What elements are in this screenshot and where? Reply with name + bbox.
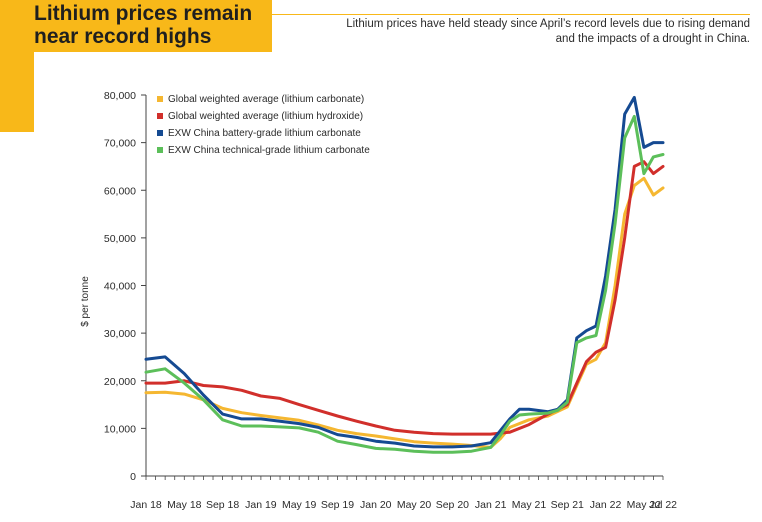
x-tick-label: May 21	[512, 499, 547, 511]
x-tick-label: Jan 22	[590, 499, 622, 511]
y-tick-label: 10,000	[104, 423, 136, 435]
y-tick-label: 80,000	[104, 90, 136, 102]
x-tick-label: Jan 20	[360, 499, 392, 511]
legend-label: EXW China battery-grade lithium carbonat…	[168, 128, 361, 139]
y-axis-label: $ per tonne	[80, 276, 91, 327]
chart-subtitle-line-2: and the impacts of a drought in China.	[555, 33, 750, 45]
chart-subtitle-line-1: Lithium prices have held steady since Ap…	[346, 18, 750, 30]
legend-swatch	[157, 130, 163, 136]
title-banner	[0, 0, 272, 52]
chart-title-line-2: near record highs	[34, 25, 212, 48]
x-tick-label: Jan 19	[245, 499, 277, 511]
legend-label: Global weighted average (lithium hydroxi…	[168, 111, 363, 122]
chart-subtitle: Lithium prices have held steady since Ap…	[300, 17, 750, 47]
legend-label: EXW China technical-grade lithium carbon…	[168, 145, 370, 156]
y-tick-label: 50,000	[104, 233, 136, 245]
y-tick-label: 70,000	[104, 138, 136, 150]
x-tick-label: Sep 20	[436, 499, 469, 511]
series-line-global-weighted-average-lithium-carbonate	[144, 176, 665, 449]
y-tick-label: 30,000	[104, 328, 136, 340]
x-tick-label: Sep 21	[551, 499, 584, 511]
x-tick-label: May 19	[282, 499, 317, 511]
y-tick-label: 20,000	[104, 376, 136, 388]
series-line-exw-china-technical-grade-lithium-carbonate	[144, 114, 665, 454]
y-axis: 0 10,000 20,000 30,000 40,000 50,000 60,000 70,…	[104, 90, 147, 483]
legend: Global weighted average (lithium carbona…	[157, 94, 370, 156]
x-tick-label: May 20	[397, 499, 432, 511]
y-tick-label: 0	[130, 471, 136, 483]
x-tick-label: Jan 21	[475, 499, 507, 511]
x-tick-label: Jan 18	[130, 499, 162, 511]
chart-title: Lithium prices remain near record highs	[34, 2, 270, 48]
legend-swatch	[157, 113, 163, 119]
x-axis: Jan 18 May 18 Sep 18 Jan 19 May 19 Sep 19 Jan …	[130, 475, 677, 511]
header-rule	[272, 14, 750, 15]
legend-label: Global weighted average (lithium carbona…	[168, 94, 364, 105]
x-tick-label: May 22	[627, 499, 662, 511]
title-banner-tail	[0, 52, 34, 132]
y-tick-label: 40,000	[104, 281, 136, 293]
legend-swatch	[157, 96, 163, 102]
series-lines	[144, 95, 665, 454]
series-line-global-weighted-average-lithium-hydroxide	[144, 160, 665, 436]
chart-title-line-1: Lithium prices remain	[34, 2, 253, 25]
y-tick-label: 60,000	[104, 185, 136, 197]
x-tick-label: Sep 19	[321, 499, 354, 511]
x-tick-label: Sep 18	[206, 499, 239, 511]
x-tick-label: Jul 22	[649, 499, 677, 511]
series-line-exw-china-battery-grade-lithium-carbonate	[144, 95, 665, 449]
x-tick-label: May 18	[167, 499, 202, 511]
legend-swatch	[157, 147, 163, 153]
